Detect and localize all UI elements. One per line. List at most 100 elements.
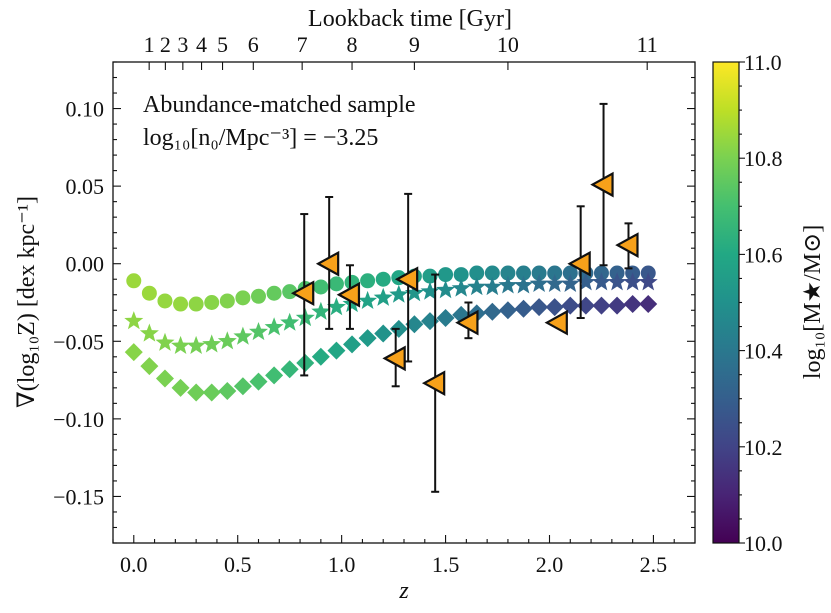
circle-point bbox=[453, 267, 469, 283]
circle-point bbox=[188, 296, 204, 312]
axis-ticks bbox=[112, 61, 695, 544]
top-tick-label: 2 bbox=[160, 32, 171, 57]
x-tick-label: 1.0 bbox=[328, 552, 356, 577]
star-point bbox=[311, 301, 331, 320]
circle-point bbox=[219, 293, 235, 309]
diamond-point bbox=[124, 343, 143, 362]
star-point bbox=[171, 335, 191, 354]
star-point bbox=[560, 273, 580, 292]
observation-triangle bbox=[382, 345, 406, 372]
model-series bbox=[124, 265, 658, 402]
star-point bbox=[638, 272, 658, 291]
colorbar-tick-label: 10.4 bbox=[744, 339, 783, 364]
y-tick-label: −0.05 bbox=[53, 329, 104, 354]
diamond-point bbox=[498, 301, 517, 320]
colorbar-tick-label: 10.0 bbox=[744, 531, 783, 556]
observation-points bbox=[290, 102, 639, 493]
diamond-point bbox=[561, 296, 580, 315]
star-point bbox=[249, 322, 268, 341]
diamond-point bbox=[233, 377, 252, 396]
plot-frame bbox=[112, 61, 696, 544]
star-point bbox=[420, 281, 440, 300]
colorbar-title: log₁₀[M★/M⊙] bbox=[800, 225, 826, 379]
diamond-point bbox=[155, 369, 174, 388]
observation-triangle bbox=[421, 370, 446, 397]
star-point bbox=[186, 335, 206, 354]
diamond-point bbox=[358, 329, 377, 348]
observation-triangle bbox=[336, 281, 361, 308]
colorbar-tick-label: 10.6 bbox=[744, 242, 783, 267]
diamond-point bbox=[265, 366, 284, 385]
star-point bbox=[264, 317, 284, 336]
observation-triangle bbox=[394, 266, 419, 293]
top-tick-label: 9 bbox=[409, 32, 420, 57]
colorbar-tick-label: 10.2 bbox=[744, 435, 783, 460]
y-tick-label: −0.15 bbox=[53, 484, 104, 509]
star-point bbox=[295, 308, 315, 327]
star-point bbox=[358, 290, 378, 309]
diamond-point bbox=[311, 347, 330, 366]
circle-point bbox=[469, 265, 485, 281]
diamond-point bbox=[218, 381, 237, 400]
top-tick-label: 1 bbox=[144, 32, 155, 57]
y-axis-title: ∇(log₁₀Z) [dex kpc⁻¹] bbox=[14, 196, 40, 408]
circle-point bbox=[173, 296, 189, 312]
observation-triangle bbox=[590, 171, 614, 198]
x-axis-title: z bbox=[398, 578, 409, 604]
top-tick-label: 4 bbox=[196, 32, 207, 57]
star-point bbox=[514, 275, 533, 294]
circle-point bbox=[251, 288, 266, 304]
circle-point bbox=[422, 268, 438, 284]
observation-triangle bbox=[290, 280, 315, 307]
diamond-point bbox=[140, 357, 159, 376]
annotation-line-1: Abundance-matched sample bbox=[143, 92, 416, 118]
top-tick-label: 8 bbox=[347, 32, 358, 57]
diamond-point bbox=[576, 296, 595, 315]
star-point bbox=[217, 331, 237, 350]
star-point bbox=[389, 284, 409, 303]
observation-triangle bbox=[567, 250, 591, 277]
diamond-point bbox=[405, 315, 424, 334]
y-tick-label: −0.10 bbox=[53, 407, 104, 432]
diamond-point bbox=[623, 295, 642, 314]
diamond-point bbox=[171, 378, 190, 397]
diamond-point bbox=[327, 341, 346, 360]
circle-point bbox=[516, 265, 532, 281]
diamond-point bbox=[530, 298, 549, 317]
circle-point bbox=[235, 290, 251, 306]
top-tick-label: 3 bbox=[177, 32, 188, 57]
star-point bbox=[280, 312, 300, 331]
star-point bbox=[576, 272, 596, 291]
circle-point bbox=[562, 265, 578, 281]
annotation-line-2: log₁₀[n₀/Mpc⁻³] = −3.25 bbox=[143, 125, 378, 151]
circle-point bbox=[547, 265, 563, 281]
circle-point bbox=[531, 265, 547, 281]
star-point bbox=[529, 273, 549, 292]
circle-point bbox=[484, 265, 500, 281]
x-tick-label: 0.5 bbox=[224, 552, 252, 577]
circle-point bbox=[313, 279, 329, 295]
diamond-point bbox=[343, 335, 362, 354]
diamond-point bbox=[187, 383, 206, 402]
x-tick-label: 0.0 bbox=[120, 552, 148, 577]
observation-triangle bbox=[544, 309, 568, 336]
diamond-point bbox=[202, 383, 221, 402]
colorbar-tick-label: 11.0 bbox=[744, 50, 782, 75]
diamond-point bbox=[374, 324, 393, 343]
y-tick-label: 0.10 bbox=[66, 97, 105, 122]
diamond-point bbox=[514, 299, 533, 318]
top-tick-label: 5 bbox=[217, 32, 228, 57]
circle-point bbox=[141, 285, 157, 301]
star-point bbox=[482, 277, 502, 296]
circle-point bbox=[266, 285, 282, 301]
star-point bbox=[155, 332, 175, 351]
star-point bbox=[373, 287, 393, 306]
y-tick-label: 0.00 bbox=[66, 252, 105, 277]
diamond-point bbox=[249, 372, 268, 391]
top-tick-label: 6 bbox=[248, 32, 259, 57]
circle-point bbox=[360, 273, 376, 289]
x-tick-label: 2.0 bbox=[536, 552, 564, 577]
colorbar bbox=[712, 61, 740, 544]
diamond-point bbox=[545, 298, 564, 317]
